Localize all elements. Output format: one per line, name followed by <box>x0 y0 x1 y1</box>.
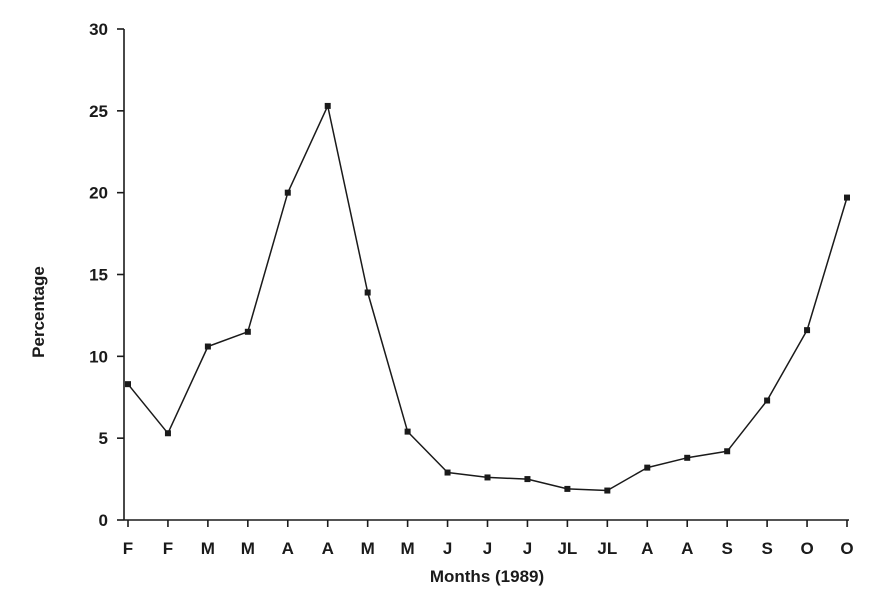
x-tick-label: A <box>282 539 294 558</box>
data-point <box>844 194 850 201</box>
x-tick-label: S <box>721 539 732 558</box>
x-axis-title: Months (1989) <box>430 567 544 586</box>
x-tick-label: F <box>123 539 133 558</box>
x-tick-label: JL <box>557 539 577 558</box>
x-tick-label: JL <box>597 539 617 558</box>
y-tick-label: 20 <box>89 184 108 203</box>
data-point <box>324 102 331 109</box>
data-point <box>684 454 691 461</box>
series-layer <box>125 102 850 494</box>
x-tick-label: A <box>681 539 693 558</box>
data-point <box>444 469 451 476</box>
x-tick-label: J <box>483 539 492 558</box>
series-line <box>127 105 848 492</box>
x-tick-label: M <box>361 539 375 558</box>
y-tick-label: 25 <box>89 102 108 121</box>
data-point <box>484 474 491 481</box>
data-point <box>564 485 571 492</box>
y-tick-label: 5 <box>99 429 108 448</box>
x-tick-label: M <box>241 539 255 558</box>
y-tick-label: 15 <box>89 266 108 285</box>
y-tick-label: 30 <box>89 20 108 39</box>
data-point <box>364 289 371 296</box>
x-tick-label: A <box>322 539 334 558</box>
x-tick-label: M <box>201 539 215 558</box>
x-axis: F F M M A A M M J J J JL JL A A S S O O <box>123 519 854 558</box>
data-point <box>404 428 411 435</box>
x-tick-label: M <box>401 539 415 558</box>
data-point <box>644 464 651 471</box>
data-point <box>804 327 811 334</box>
x-tick-label: J <box>523 539 532 558</box>
data-point <box>164 430 171 437</box>
data-point <box>524 476 531 483</box>
y-axis: 0 5 10 15 20 25 30 <box>89 20 125 530</box>
data-point <box>125 381 131 388</box>
data-point <box>204 343 211 350</box>
y-axis-title: Percentage <box>29 266 48 358</box>
data-point <box>284 189 291 196</box>
data-point <box>724 448 731 455</box>
x-tick-label: A <box>641 539 653 558</box>
data-point <box>604 487 611 494</box>
x-tick-label: S <box>761 539 772 558</box>
y-tick-label: 10 <box>89 347 108 366</box>
x-tick-label: O <box>800 539 813 558</box>
x-tick-label: O <box>840 539 853 558</box>
data-point <box>764 397 771 404</box>
x-tick-label: J <box>443 539 452 558</box>
y-tick-label: 0 <box>99 511 108 530</box>
x-tick-label: F <box>163 539 173 558</box>
data-point <box>244 328 251 335</box>
